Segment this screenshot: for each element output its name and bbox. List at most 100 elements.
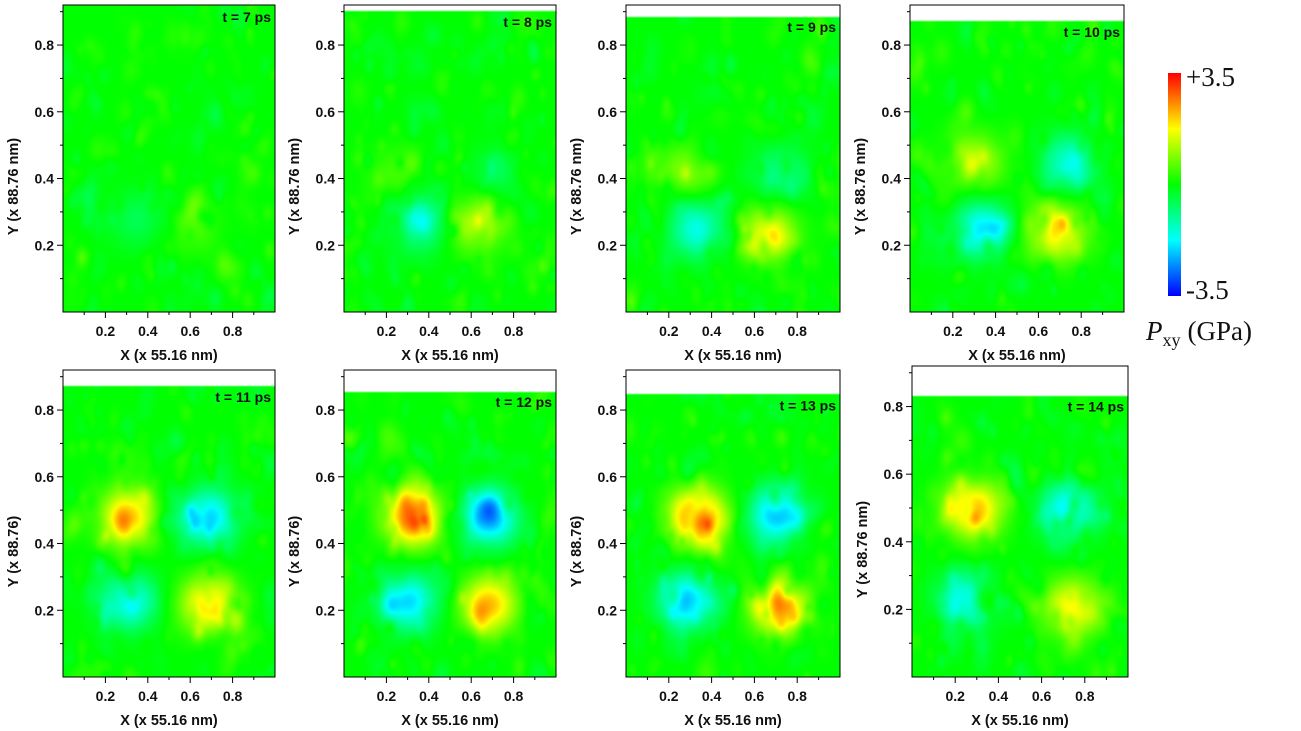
y-tick-label: 0.8 [598,37,618,53]
x-tick-label: 0.6 [745,688,765,704]
x-tick-label: 0.2 [377,688,397,704]
panel-7: 0.2 0.4 0.6 0.8 0.2 0.4 0.6 0.8 X (x 55.16 nm) Y … [569,369,841,729]
x-tick-label: 0.4 [419,323,439,339]
y-axis-title: Y (x 88.76 nm) [287,138,303,235]
x-tick-label: 0.8 [504,323,524,339]
y-tick-label: 0.6 [35,104,55,120]
heatmap-image [344,5,556,312]
panel-1: 0.2 0.4 0.6 0.8 0.2 0.4 0.6 0.8 X (x 55.16 nm) Y … [6,4,276,364]
panel-grid: 0.2 0.4 0.6 0.8 0.2 0.4 0.6 0.8 X (x 55.16 nm) Y … [6,4,1129,729]
x-tick-label: 0.4 [702,323,722,339]
y-axis-title: Y (x 88.76) [569,516,585,588]
y-tick-label: 0.2 [316,602,336,618]
time-label: t = 8 ps [503,14,552,30]
y-tick-label: 0.4 [598,536,618,552]
y-tick-label: 0.8 [882,37,902,53]
y-tick-label: 0.2 [598,602,618,618]
x-axis-title: X (x 55.16 nm) [684,713,782,729]
time-label: t = 9 ps [787,19,836,35]
y-tick-label: 0.6 [884,466,904,482]
y-tick-label: 0.2 [598,237,618,253]
time-label: t = 12 ps [496,394,553,410]
x-axis-title: X (x 55.16 nm) [401,713,499,729]
panel-8: 0.2 0.4 0.6 0.8 0.2 0.4 0.6 0.8 X (x 55.16 nm) Y … [855,365,1129,729]
y-tick-label: 0.2 [884,601,904,617]
x-axis-title: X (x 55.16 nm) [120,713,218,729]
y-axis-title: Y (x 88.76 nm) [569,138,585,235]
y-tick-label: 0.4 [35,536,55,552]
x-tick-label: 0.8 [223,688,243,704]
y-axis-title: Y (x 88.76) [6,516,22,588]
panel-3: 0.2 0.4 0.6 0.8 0.2 0.4 0.6 0.8 X (x 55.16 nm) Y … [569,4,841,364]
x-tick-label: 0.4 [138,323,158,339]
x-tick-label: 0.2 [659,323,679,339]
y-tick-label: 0.6 [598,104,618,120]
colorbar: +3.5 -3.5 Pxy (GPa) [1145,62,1252,350]
x-tick-label: 0.6 [1029,323,1049,339]
y-tick-label: 0.6 [316,104,336,120]
y-tick-label: 0.2 [35,602,55,618]
colorbar-gradient [1168,73,1181,296]
x-tick-label: 0.4 [138,688,158,704]
x-tick-label: 0.6 [180,688,200,704]
y-tick-label: 0.6 [882,104,902,120]
x-tick-label: 0.6 [461,688,481,704]
x-tick-label: 0.8 [504,688,524,704]
x-tick-label: 0.8 [1075,688,1095,704]
y-axis-title: Y (x 88.76 nm) [6,138,22,235]
y-tick-label: 0.6 [316,469,336,485]
x-tick-label: 0.4 [419,688,439,704]
time-label: t = 10 ps [1064,24,1121,40]
x-tick-label: 0.2 [943,323,963,339]
y-tick-label: 0.4 [598,171,618,187]
time-label: t = 7 ps [222,9,271,25]
y-tick-label: 0.2 [316,237,336,253]
colorbar-subscript: xy [1163,330,1181,350]
y-tick-label: 0.8 [35,402,55,418]
x-tick-label: 0.2 [945,688,965,704]
y-tick-label: 0.8 [598,402,618,418]
x-tick-label: 0.8 [1071,323,1091,339]
heatmap-image [912,366,1128,677]
panel-4: 0.2 0.4 0.6 0.8 0.2 0.4 0.6 0.8 X (x 55.16 nm) Y … [853,4,1125,364]
heatmap-image [626,5,840,312]
colorbar-unit: (GPa) [1188,316,1252,346]
x-tick-label: 0.8 [223,323,243,339]
colorbar-min-label: -3.5 [1186,275,1229,305]
x-axis-title: X (x 55.16 nm) [684,348,782,364]
x-tick-label: 0.6 [745,323,765,339]
x-tick-label: 0.4 [702,688,722,704]
y-tick-label: 0.6 [35,469,55,485]
y-tick-label: 0.4 [316,171,336,187]
y-tick-label: 0.6 [598,469,618,485]
x-axis-title: X (x 55.16 nm) [401,348,499,364]
panel-5: 0.2 0.4 0.6 0.8 0.2 0.4 0.6 0.8 X (x 55.16 nm) Y … [6,369,276,729]
x-axis-title: X (x 55.16 nm) [968,348,1066,364]
x-tick-label: 0.6 [461,323,481,339]
heatmap-image [344,370,556,677]
heatmap-image [63,370,275,677]
y-tick-label: 0.4 [884,534,904,550]
x-axis-title: X (x 55.16 nm) [971,713,1069,729]
y-tick-label: 0.8 [35,37,55,53]
y-tick-label: 0.8 [316,402,336,418]
y-tick-label: 0.8 [316,37,336,53]
y-tick-label: 0.4 [35,171,55,187]
x-tick-label: 0.6 [1032,688,1052,704]
panel-2: 0.2 0.4 0.6 0.8 0.2 0.4 0.6 0.8 X (x 55.16 nm) Y … [287,4,557,364]
heatmap-image [626,370,840,677]
colorbar-max-label: +3.5 [1186,62,1235,92]
time-label: t = 11 ps [215,389,271,405]
x-tick-label: 0.2 [96,688,116,704]
x-tick-label: 0.4 [986,323,1006,339]
x-tick-label: 0.2 [377,323,397,339]
y-axis-title: Y (x 88.76 nm) [855,501,871,598]
y-axis-title: Y (x 88.76 nm) [853,138,869,235]
x-tick-label: 0.8 [787,688,807,704]
time-label: t = 13 ps [780,397,837,413]
heatmap-image [910,5,1124,312]
x-tick-label: 0.6 [180,323,200,339]
x-tick-label: 0.2 [96,323,116,339]
x-tick-label: 0.4 [989,688,1009,704]
